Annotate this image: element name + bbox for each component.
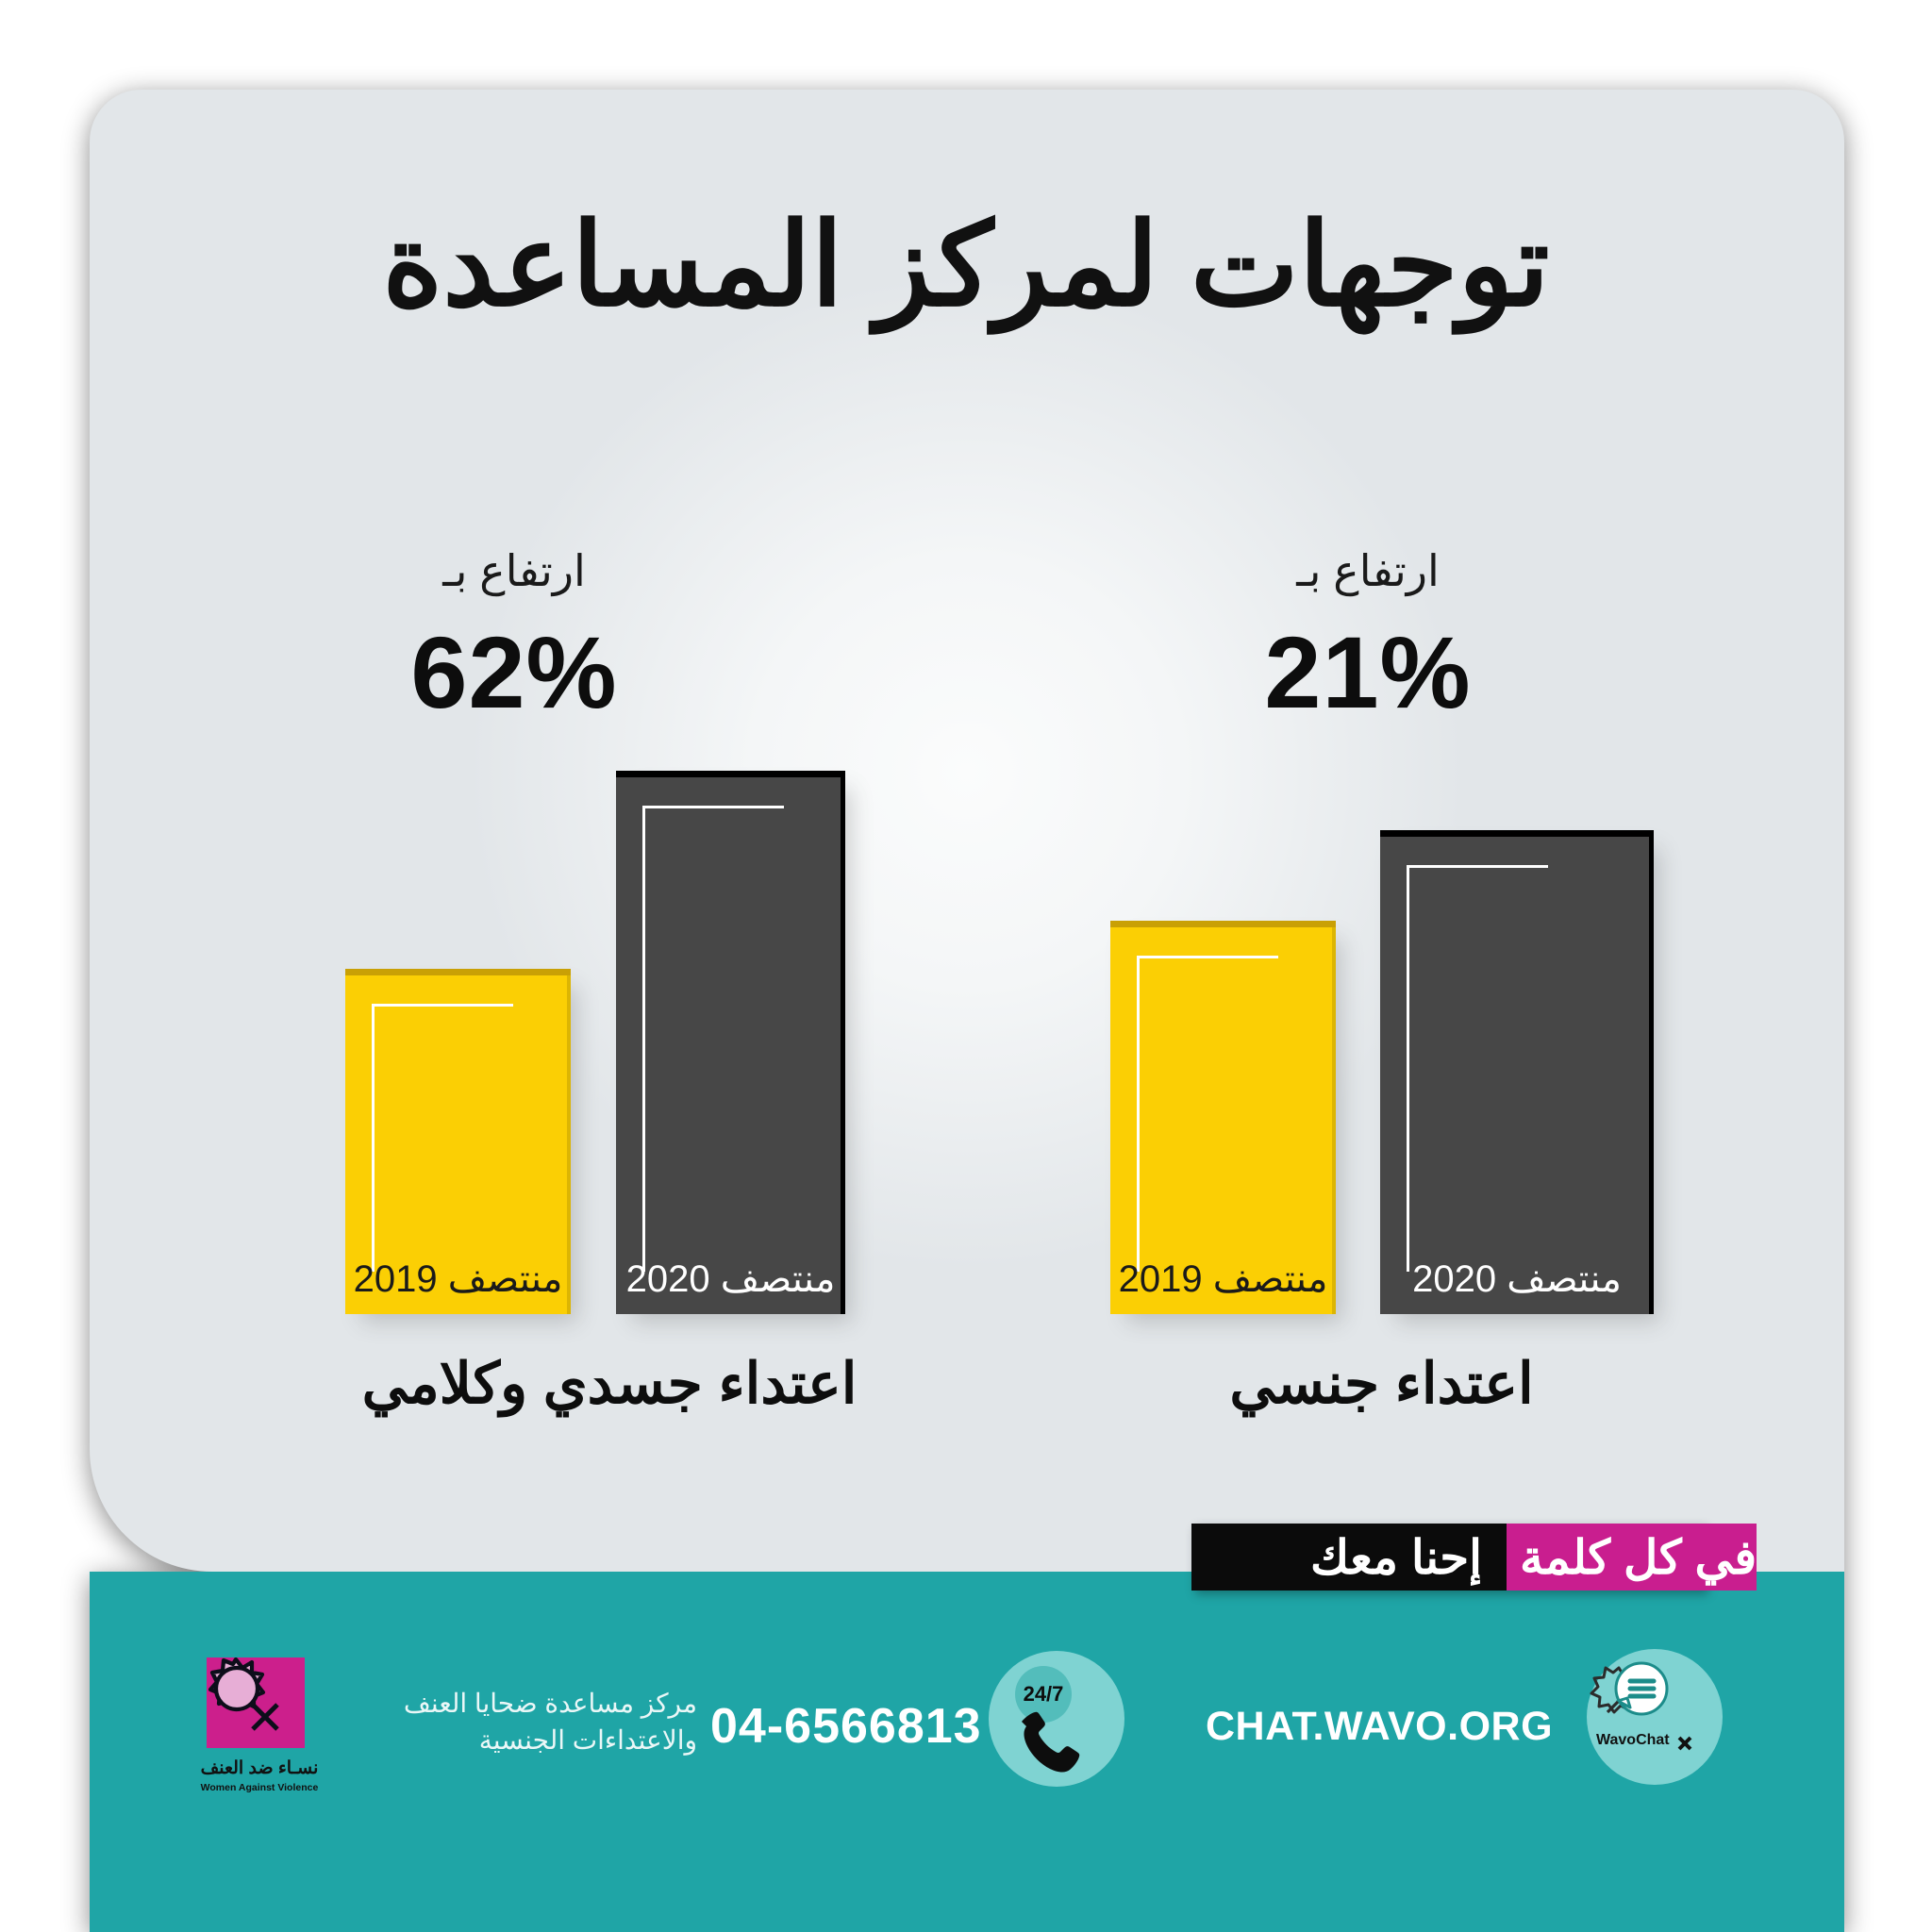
- svg-text:24/7: 24/7: [1024, 1682, 1064, 1706]
- svg-text:WavoChat: WavoChat: [1596, 1732, 1670, 1748]
